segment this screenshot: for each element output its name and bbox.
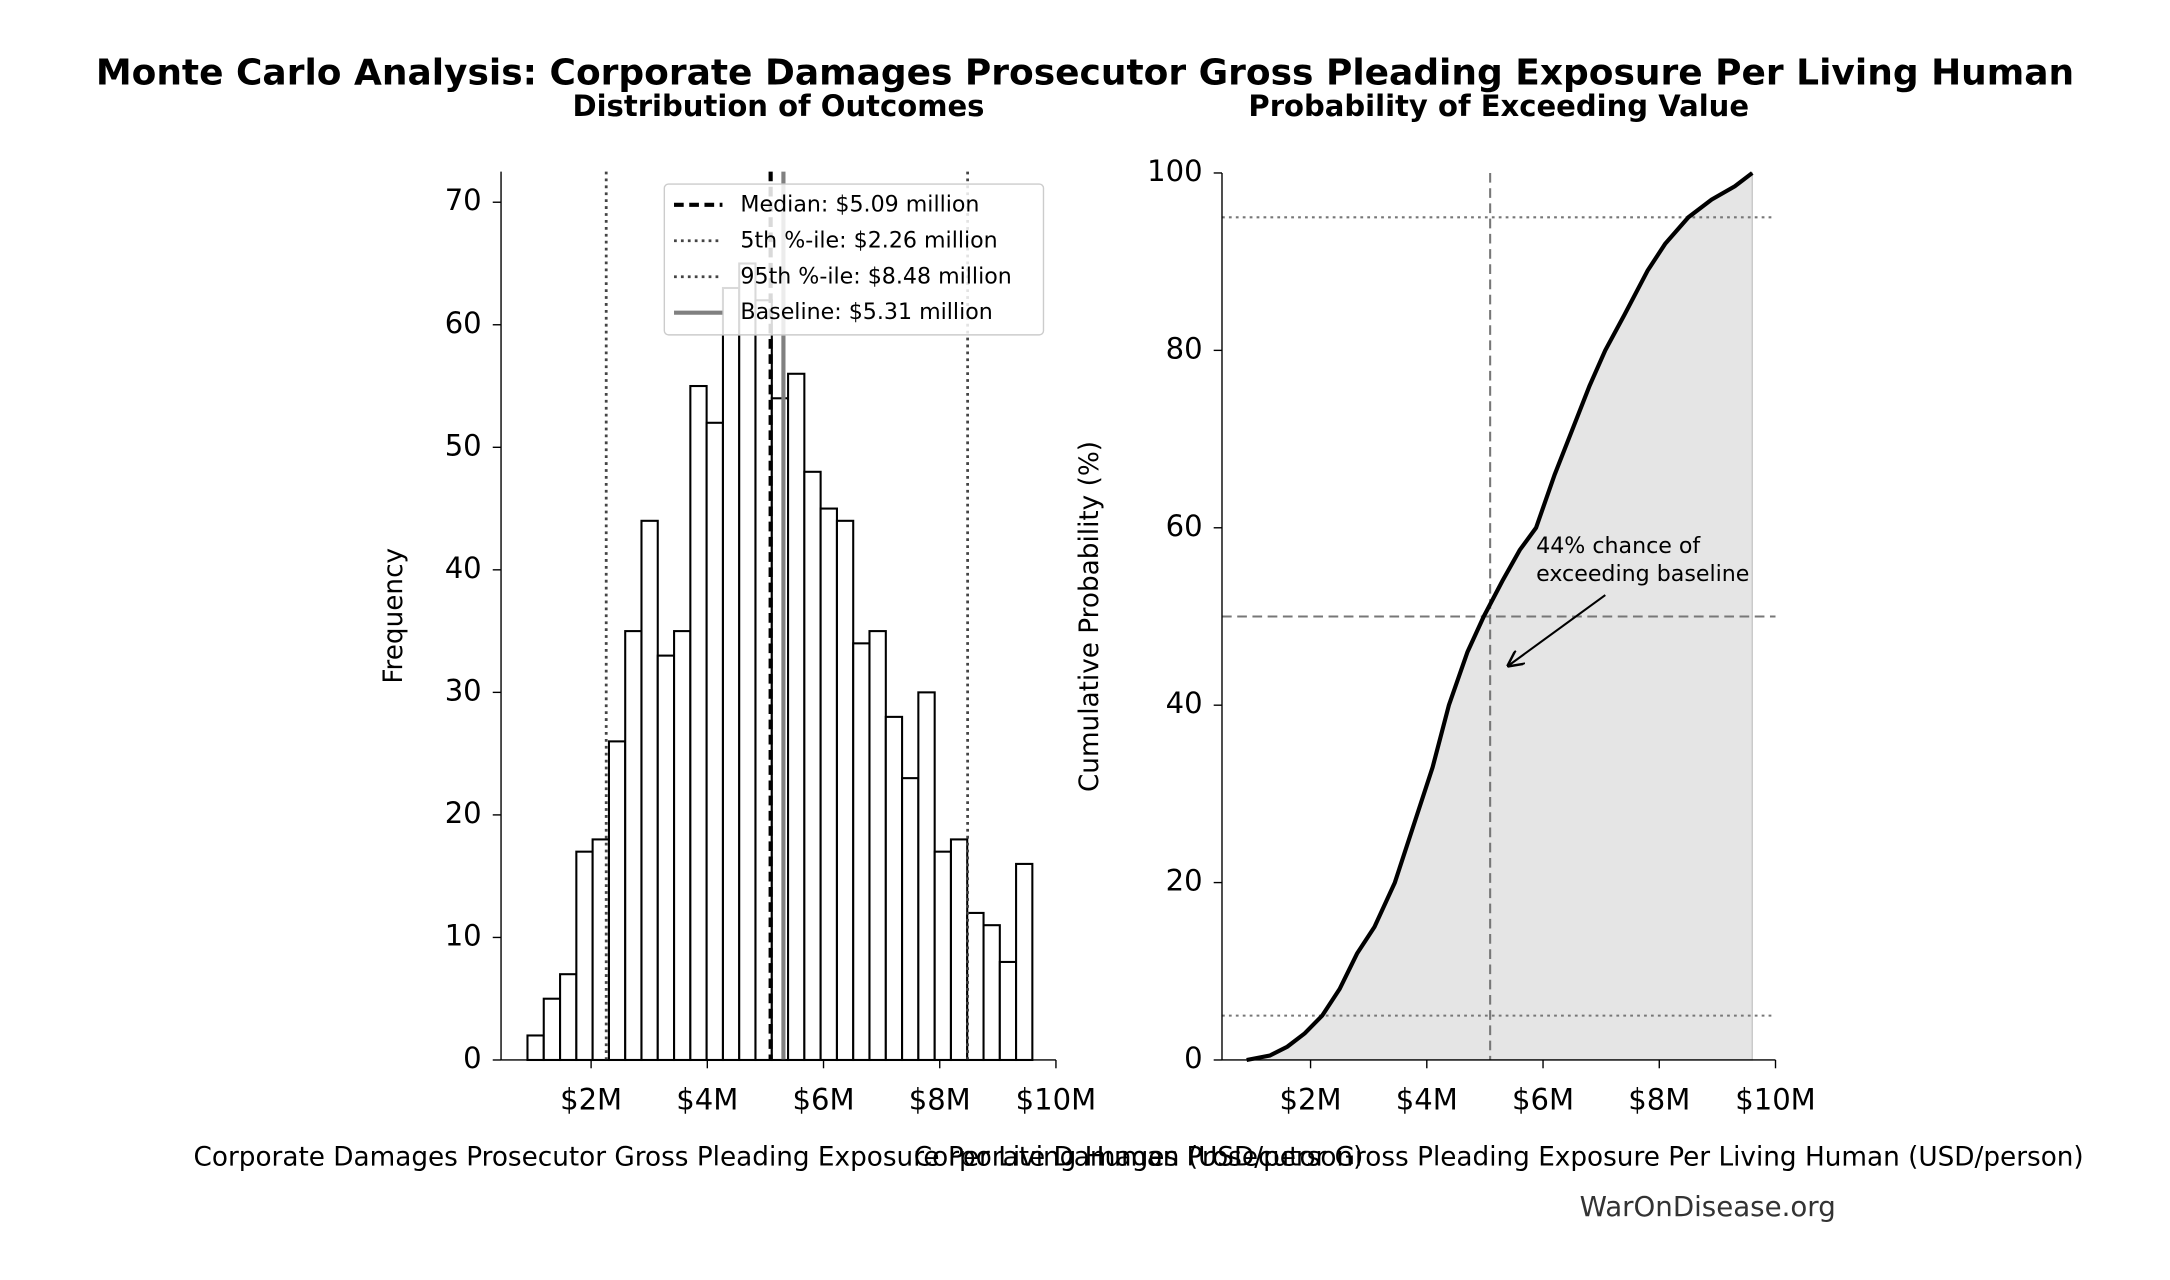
subtitle: Distribution of Outcomes [572,89,984,123]
histogram-bar [835,519,855,1062]
histogram-bar [933,850,952,1062]
histogram-bar [803,470,822,1062]
x-tick-label: $6M [1512,1082,1574,1116]
x-tick-label: $6M [793,1082,855,1116]
x-tick-label: $4M [676,1082,738,1116]
x-tick-label: $10M [1016,1082,1097,1116]
y-tick-label: 0 [463,1041,481,1075]
footer: WarOnDisease.org [1580,1190,1836,1223]
histogram-bar [884,715,904,1062]
y-tick-label: 40 [1166,686,1203,720]
histogram-bar [526,1034,545,1062]
y-tick-label: 100 [1147,154,1202,188]
x-axis-label: Corporate Damages Prosecutor Gross Plead… [914,1143,2084,1173]
histogram-bar [559,973,578,1062]
histogram-bar [738,262,757,1062]
x-tick-label: $8M [1628,1082,1690,1116]
annotation: exceeding baseline [1536,561,1749,587]
figure-title: Monte Carlo Analysis: Corporate Damages … [96,53,2074,94]
histogram-bar [787,372,806,1062]
legend-box [663,183,1045,336]
histogram-bar [689,384,708,1062]
x-tick-label: $2M [560,1082,622,1116]
x-tick-label: $2M [1280,1082,1342,1116]
y-tick-label: 10 [445,918,482,952]
y-tick-label: 40 [445,551,482,585]
histogram-bar [868,630,887,1062]
legend-label: 5th %-ile: $2.26 million [740,227,997,253]
x-tick-label: $8M [909,1082,971,1116]
histogram-bar [966,911,985,1062]
y-axis-label: Cumulative Probability (%) [1075,441,1105,792]
legend-label: Median: $5.09 million [740,191,979,217]
y-tick-label: 0 [1184,1041,1202,1075]
y-tick-label: 60 [1166,509,1203,543]
histogram-bar [770,397,790,1062]
y-tick-label: 50 [445,428,482,462]
legend-label: Baseline: $5.31 million [740,299,992,325]
y-tick-label: 70 [445,183,482,217]
x-axis-label: Corporate Damages Prosecutor Gross Plead… [194,1143,1364,1173]
histogram-bar [852,642,871,1062]
histogram-bar [673,630,692,1062]
histogram-bar [949,838,969,1062]
histogram-bar [901,777,920,1062]
x-tick-label: $4M [1396,1082,1458,1116]
histogram-bar [575,850,594,1062]
histogram-bar [998,960,1018,1062]
subtitle: Probability of Exceeding Value [1248,89,1749,123]
y-axis-label: Frequency [379,548,409,684]
x-tick-label: $10M [1735,1082,1816,1116]
cdf-line [1246,171,1754,1063]
histogram-bar [982,924,1001,1062]
y-tick-label: 20 [445,796,482,830]
y-tick-label: 20 [1166,864,1203,898]
histogram-bar [607,740,627,1062]
y-tick-label: 30 [445,673,482,707]
legend-label: 95th %-ile: $8.48 million [740,263,1011,289]
histogram-bar [542,997,562,1062]
y-tick-label: 60 [445,306,482,340]
annotation-arrow [1508,594,1606,666]
histogram-bar [917,691,936,1062]
annotation: 44% chance of [1536,533,1701,559]
histogram-bar [656,654,676,1062]
histogram-bar [624,630,643,1062]
y-tick-label: 80 [1166,331,1203,365]
histogram-bar [705,421,724,1062]
histogram-bar [819,507,838,1062]
histogram-bar [721,286,741,1062]
histogram-bar [640,519,659,1062]
histogram-bar [1015,862,1034,1062]
